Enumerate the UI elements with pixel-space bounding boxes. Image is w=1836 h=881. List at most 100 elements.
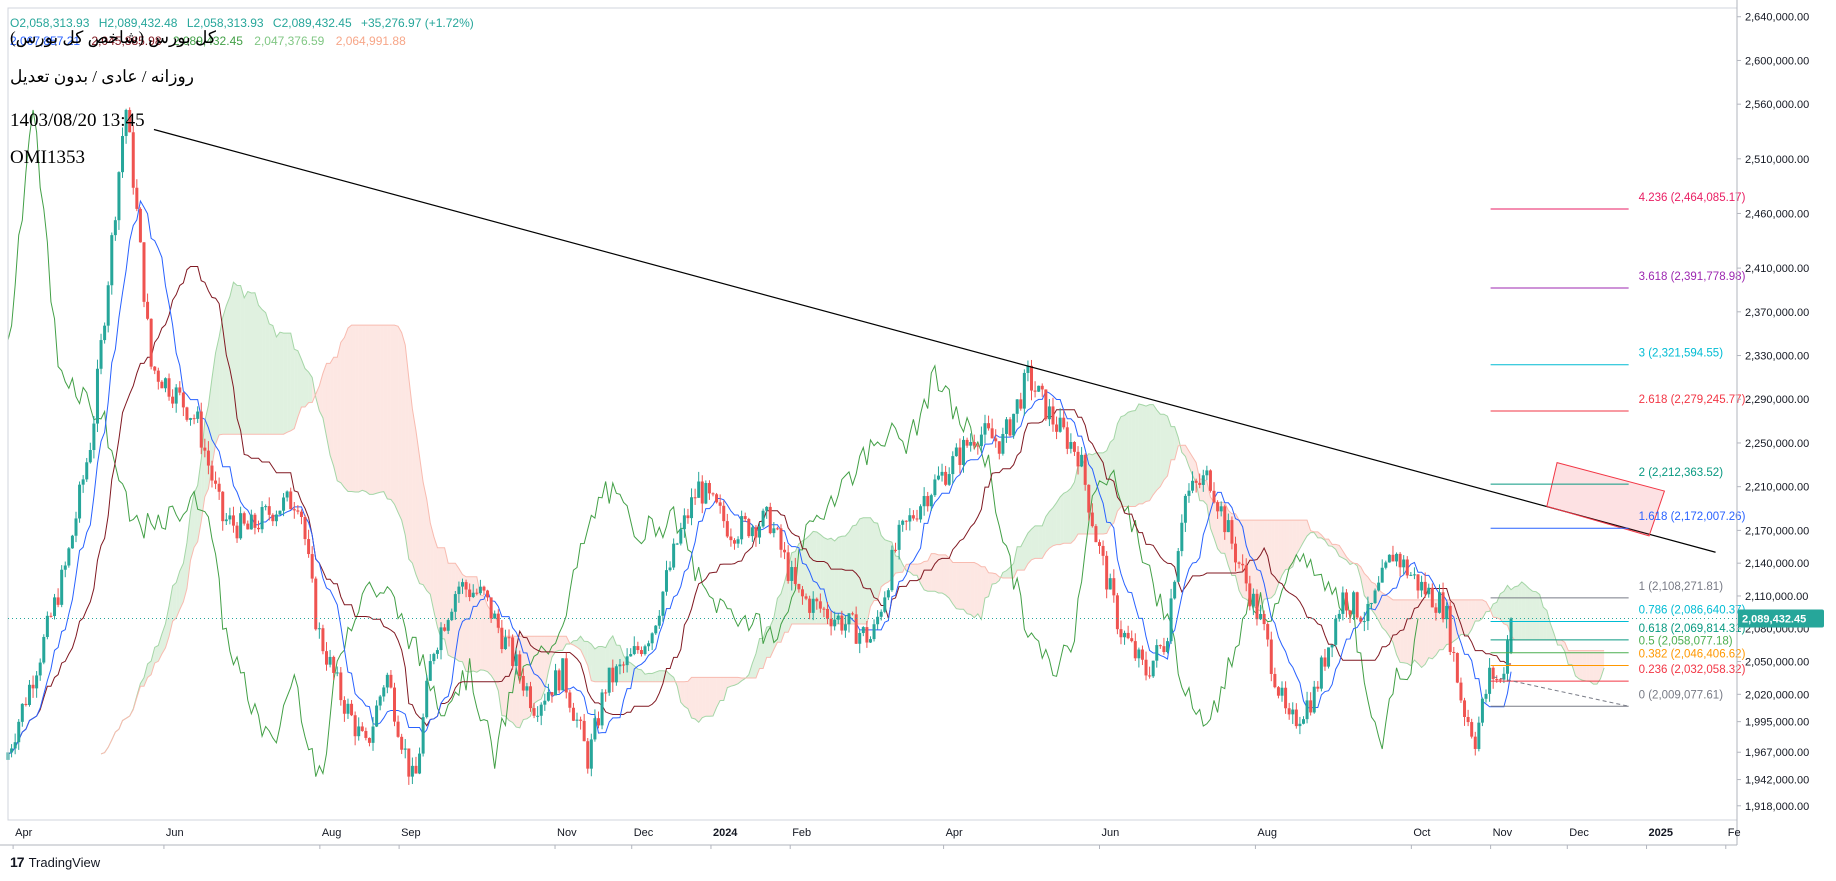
cloud-segment	[1278, 520, 1283, 584]
cloud-segment	[451, 563, 456, 659]
candle-body	[1327, 647, 1331, 667]
candle-body	[1491, 667, 1495, 680]
candle-body	[783, 549, 787, 553]
cloud-segment	[143, 663, 148, 687]
candle-body	[325, 651, 329, 665]
candle-body	[1369, 603, 1373, 605]
cloud-segment	[992, 573, 996, 585]
candle-body	[747, 518, 751, 537]
candle-body	[843, 624, 847, 631]
cloud-segment	[469, 576, 474, 672]
candle-body	[1087, 484, 1091, 513]
candle-body	[1269, 639, 1273, 674]
cloud-segment	[1596, 650, 1601, 685]
candle-body	[1502, 673, 1506, 680]
cloud-segment	[287, 333, 291, 433]
candle-body	[217, 483, 221, 492]
candle-body	[299, 511, 303, 517]
cloud-segment	[630, 662, 635, 682]
candle-body	[203, 447, 207, 451]
candle-body	[979, 434, 983, 447]
cloud-segment	[462, 574, 467, 672]
candle-body	[965, 439, 969, 446]
candle-body	[53, 597, 57, 617]
cloud-segment	[791, 551, 796, 625]
candle-body	[35, 675, 39, 689]
candle-body	[944, 471, 948, 485]
candle-body	[389, 674, 393, 688]
cloud-segment	[326, 363, 331, 456]
cloud-segment	[1045, 511, 1050, 553]
kijun-line	[7, 266, 1512, 755]
y-tick-label: 2,050,000.00	[1745, 657, 1809, 669]
candle-body	[432, 653, 436, 662]
candle-body	[990, 428, 994, 439]
cloud-segment	[1067, 488, 1071, 544]
candle-body	[1352, 592, 1356, 615]
cloud-segment	[1167, 416, 1172, 476]
candle-body	[954, 447, 958, 457]
candle-body	[1108, 578, 1112, 590]
fib-level-label: 1.618 (2,172,007.26)	[1639, 511, 1746, 523]
cloud-segment	[1103, 450, 1107, 534]
cloud-segment	[659, 670, 663, 682]
cloud-segment	[1267, 520, 1272, 599]
candle-body	[1373, 590, 1377, 604]
candle-body	[596, 718, 600, 726]
cloud-segment	[1060, 493, 1064, 545]
candle-body	[1420, 581, 1424, 591]
cloud-segment	[229, 282, 234, 435]
candle-body	[1030, 365, 1034, 391]
cloud-segment	[827, 538, 832, 625]
candle-body	[246, 523, 250, 530]
cloud-segment	[938, 554, 943, 593]
cloud-segment	[154, 645, 159, 664]
cloud-segment	[1575, 650, 1580, 679]
tradingview-brand[interactable]: 17 TradingView	[10, 854, 100, 870]
cloud-segment	[487, 605, 492, 676]
fibonacci-extension[interactable]: 4.236 (2,464,085.17) 3.618 (2,391,778.98)…	[1490, 192, 1746, 707]
candle-body	[278, 510, 282, 515]
candle-body	[822, 608, 826, 610]
candle-body	[428, 661, 432, 681]
cloud-segment	[1049, 507, 1053, 549]
cloud-segment	[1503, 585, 1508, 626]
candle-body	[1423, 581, 1427, 595]
candle-body	[310, 554, 314, 579]
candle-body	[1312, 686, 1316, 713]
candle-body	[1409, 574, 1413, 576]
candle-body	[1387, 554, 1391, 563]
cloud-segment	[240, 285, 245, 435]
cloud-segment	[1146, 404, 1150, 502]
candle-body	[167, 378, 171, 397]
x-tick-label: Aug	[322, 827, 342, 839]
cloud-segment	[1364, 573, 1368, 601]
cloud-segment	[444, 547, 449, 656]
ichimoku-value-0: 2,067,857.21	[10, 34, 81, 48]
candle-body	[750, 527, 754, 537]
candle-body	[181, 392, 185, 408]
candle-body	[514, 654, 518, 666]
candle-body	[17, 721, 21, 743]
cloud-segment	[258, 305, 263, 435]
candle-body	[1316, 686, 1320, 689]
cloud-segment	[1382, 592, 1386, 632]
cloud-segment	[1292, 520, 1297, 567]
candle-body	[367, 737, 371, 743]
cloud-segment	[301, 359, 306, 408]
candle-body	[833, 619, 837, 627]
cloud-segment	[179, 563, 184, 610]
candle-body	[1230, 520, 1234, 544]
cloud-segment	[1235, 513, 1240, 591]
drawings[interactable]	[153, 128, 1716, 553]
y-tick-label: 2,560,000.00	[1745, 99, 1809, 111]
cloud-segment	[1317, 531, 1322, 538]
cloud-segment	[330, 357, 334, 467]
candle-body	[811, 598, 815, 613]
candle-body	[987, 423, 991, 429]
cloud-segment	[834, 537, 839, 625]
candle-body	[1305, 700, 1309, 720]
candle-body	[471, 592, 475, 598]
cloud-segment	[523, 636, 527, 720]
